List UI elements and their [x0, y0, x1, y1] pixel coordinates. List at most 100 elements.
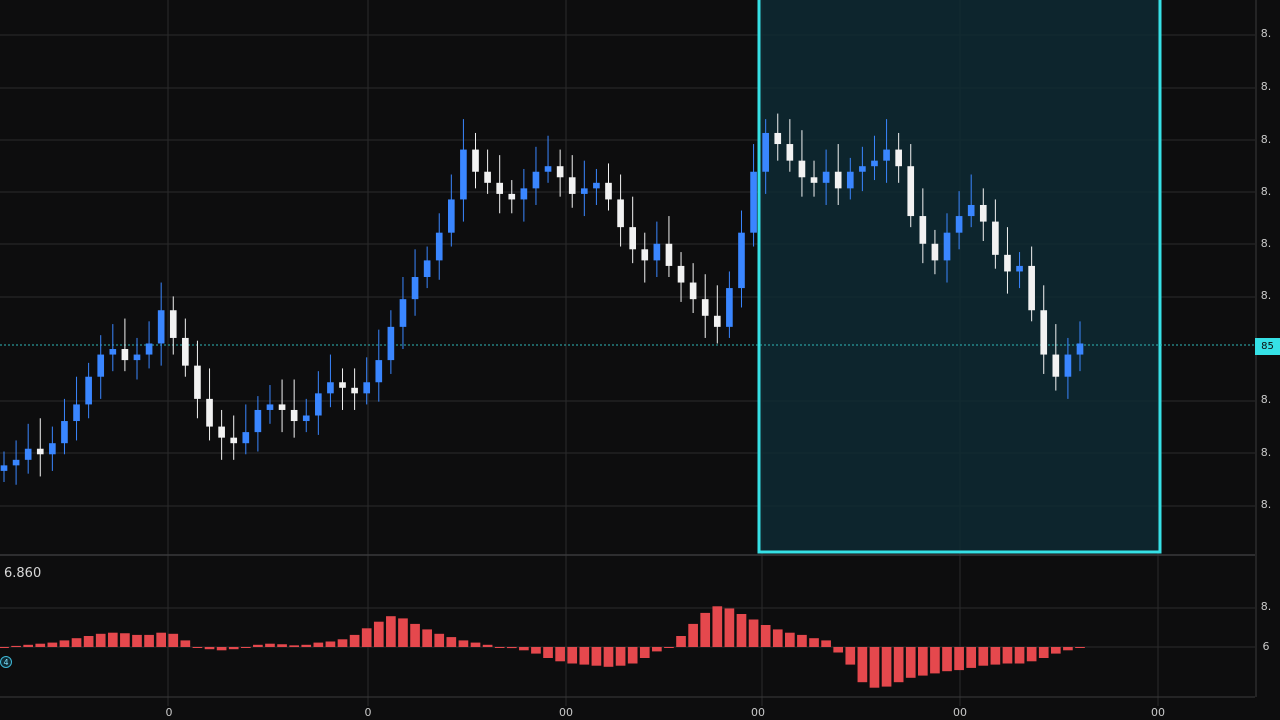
candle-body	[641, 249, 649, 261]
candle-body	[605, 182, 612, 200]
histogram-bar	[712, 606, 723, 647]
candle-body	[859, 166, 866, 172]
candle-body	[73, 404, 80, 422]
histogram-bar	[627, 647, 638, 664]
candle-body	[472, 149, 479, 172]
candle-body	[677, 265, 685, 283]
histogram-bar	[930, 647, 940, 674]
candle-body	[1064, 354, 1072, 377]
candle-body	[145, 343, 153, 355]
candle-body	[327, 382, 334, 394]
histogram-bar	[603, 647, 614, 667]
candle-body	[979, 204, 987, 222]
histogram-bar	[1014, 647, 1025, 664]
candle-body	[810, 177, 818, 183]
candle-body	[883, 149, 890, 161]
oscillator-axis-label: 8.	[1260, 600, 1272, 613]
histogram-bar	[120, 633, 130, 647]
histogram-bar	[313, 642, 324, 647]
histogram-bar	[797, 634, 807, 647]
histogram-bar	[748, 619, 759, 647]
candle-body	[665, 243, 673, 266]
histogram-bar	[833, 647, 844, 653]
histogram-bar	[639, 647, 650, 658]
time-axis-label: 0	[165, 706, 173, 719]
histogram-bar	[591, 647, 602, 666]
candle-body	[375, 360, 383, 383]
candle-body	[701, 299, 709, 316]
histogram-bar	[156, 632, 167, 647]
histogram-bar	[845, 647, 856, 665]
histogram-bar	[555, 647, 565, 662]
histogram-bar	[192, 647, 203, 648]
time-axis-label: 00	[953, 706, 967, 719]
candle-body	[520, 188, 528, 200]
highlight-range-box[interactable]	[757, 0, 1162, 554]
histogram-bar	[71, 638, 82, 647]
price-axis-label: 8.	[1260, 185, 1272, 198]
histogram-bar	[736, 614, 747, 647]
candle-body	[484, 171, 491, 183]
candle-body	[726, 288, 733, 327]
candle-body	[399, 299, 407, 327]
histogram-bar	[107, 632, 118, 647]
candle-body	[967, 204, 975, 217]
histogram-bar	[373, 621, 384, 647]
histogram-bar	[228, 647, 239, 650]
histogram-bar	[35, 643, 46, 647]
histogram-bar	[83, 636, 94, 647]
price-axis-label: 8.	[1260, 498, 1272, 511]
histogram-bar	[1002, 647, 1013, 664]
candle-body	[435, 232, 443, 261]
histogram-bar	[543, 647, 553, 658]
histogram-bar	[23, 644, 34, 647]
candle-body	[351, 387, 358, 394]
candle-body	[85, 376, 92, 405]
candle-body	[508, 193, 516, 200]
current-price-badge: 85	[1255, 338, 1280, 355]
candle-body	[992, 221, 999, 255]
candle-body	[254, 409, 262, 433]
price-axis-label: 8.	[1260, 80, 1272, 93]
candle-body	[532, 171, 540, 189]
histogram-bar	[869, 647, 880, 688]
histogram-bar	[240, 647, 251, 648]
candle-body	[460, 149, 467, 200]
candle-body	[242, 432, 250, 444]
candle-body	[1076, 343, 1084, 355]
histogram-bar	[482, 644, 493, 647]
histogram-bar	[494, 647, 505, 648]
candle-body	[36, 448, 44, 455]
histogram-bar	[615, 647, 626, 666]
candle-body	[1052, 354, 1060, 377]
histogram-bar	[954, 647, 964, 671]
candle-body	[955, 216, 963, 233]
histogram-bar	[422, 629, 432, 647]
histogram-bar	[204, 647, 215, 650]
price-axis-label: 8.	[1260, 237, 1272, 250]
price-axis-label: 8.	[1260, 27, 1272, 40]
time-axis-label: 0	[364, 706, 372, 719]
alert-marker-icon[interactable]: 4	[0, 656, 12, 668]
candle-body	[871, 160, 878, 167]
time-axis-label: 00	[559, 706, 573, 719]
histogram-bar	[990, 647, 1001, 665]
histogram-bar	[506, 647, 517, 649]
histogram-bar	[942, 647, 952, 672]
candle-body	[230, 437, 238, 444]
candle-body	[1016, 265, 1023, 272]
candle-body	[302, 415, 310, 422]
candle-body	[61, 421, 68, 444]
histogram-bar	[349, 634, 360, 647]
histogram-bar	[253, 644, 263, 647]
candle-body	[194, 365, 201, 399]
histogram-bar	[1026, 647, 1037, 662]
histogram-bar	[893, 647, 904, 683]
histogram-bar	[531, 647, 541, 654]
candle-body	[339, 382, 346, 388]
candle-body	[12, 459, 20, 466]
histogram-bar	[458, 640, 469, 647]
histogram-bar	[386, 616, 396, 647]
